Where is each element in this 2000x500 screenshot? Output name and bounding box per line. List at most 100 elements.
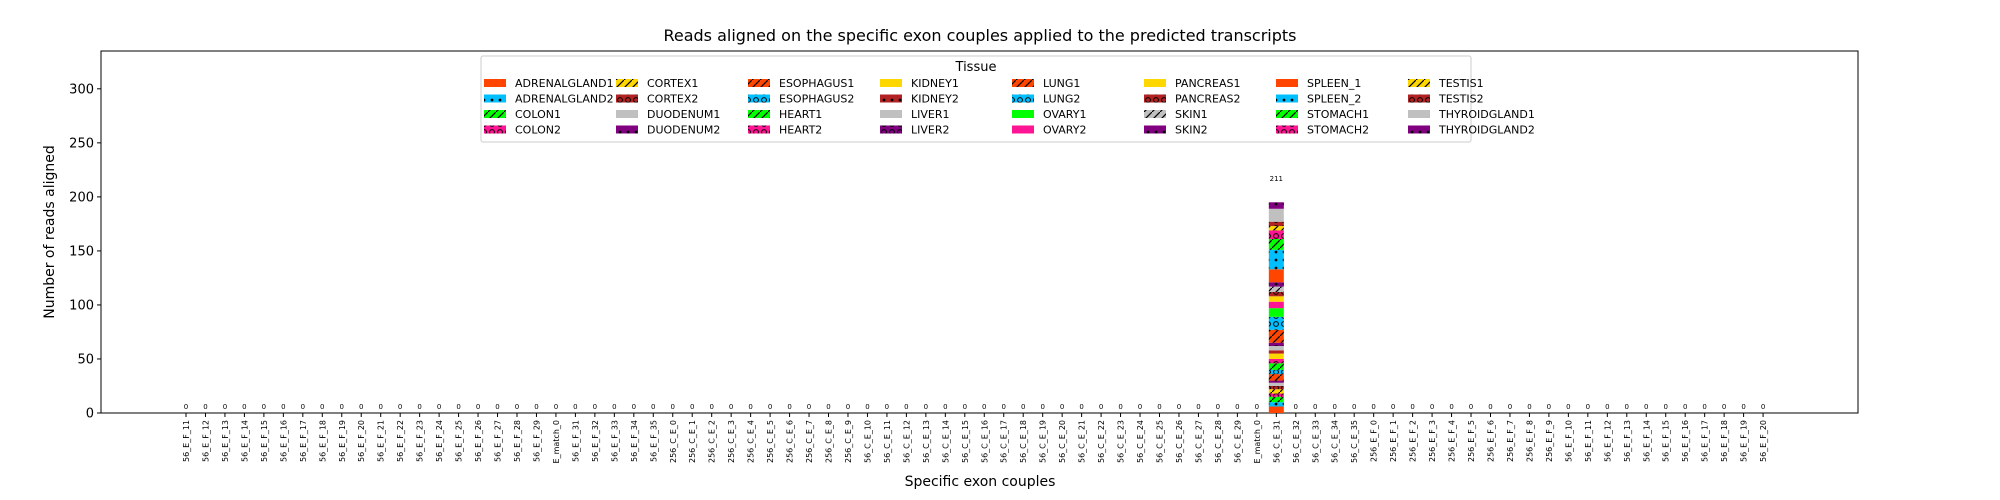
value-label: 0: [787, 403, 791, 411]
x-tick-label: 56_C_E_10: [863, 420, 872, 463]
x-tick-label: 56_C_E_20: [1058, 420, 1067, 463]
value-label: 0: [515, 403, 519, 411]
legend-swatch: [1276, 94, 1298, 103]
x-tick-label: 56_E_F_14: [240, 420, 249, 462]
value-label: 0: [1702, 403, 1706, 411]
value-label: 0: [1060, 403, 1064, 411]
value-label: 0: [1644, 403, 1648, 411]
legend-swatch: [1144, 79, 1166, 87]
value-label: 0: [1099, 403, 1103, 411]
x-tick-label: 56_E_F_19: [1740, 420, 1749, 462]
legend-item: PANCREAS2: [1144, 93, 1240, 106]
value-label: 0: [1625, 403, 1629, 411]
x-tick-label: 56_C_E_33: [1311, 420, 1320, 463]
legend-label: DUODENUM2: [647, 124, 720, 137]
x-tick-label: 56_C_E_27: [1194, 420, 1203, 463]
value-label: 0: [1216, 403, 1220, 411]
legend-swatch: [1276, 125, 1298, 134]
legend-swatch: [1012, 79, 1034, 87]
x-tick-label: 56_E_F_14: [1642, 420, 1651, 462]
bar-segment: [1268, 380, 1284, 383]
x-tick-label: 56_C_E_21: [1078, 420, 1087, 463]
bar-segment: [1268, 226, 1284, 231]
x-tick-label: 56_E_F_23: [416, 420, 425, 462]
x-tick-label: 256_C_E_4: [747, 420, 756, 463]
legend-frame: [480, 55, 1472, 143]
x-tick-label: 56_E_F_12: [201, 420, 210, 462]
x-tick-label: 56_E_F_31: [571, 420, 580, 462]
x-tick-label: 56_C_E_18: [1019, 420, 1028, 463]
legend-swatch: [1144, 125, 1166, 134]
x-tick-label: 256_C_E_1: [688, 420, 697, 463]
x-tick-label: 56_E_F_19: [338, 420, 347, 462]
x-tick-label: 256_E_F_7: [1506, 420, 1515, 462]
value-label: 0: [807, 403, 811, 411]
value-label: 0: [826, 403, 830, 411]
legend-swatch: [616, 94, 638, 103]
bar-segment: [1268, 249, 1284, 270]
bar-segment: [1268, 369, 1284, 375]
value-label: 0: [262, 403, 266, 411]
value-label: 0: [301, 403, 305, 411]
value-label: 0: [690, 403, 694, 411]
legend-item: SKIN2: [1144, 124, 1208, 137]
legend-label: OVARY2: [1043, 124, 1086, 137]
x-tick-label: 56_E_F_32: [591, 420, 600, 462]
x-tick-label: 56_E_F_35: [649, 420, 658, 462]
legend-swatch: [1276, 110, 1298, 118]
x-tick-label: 56_E_F_28: [513, 420, 522, 462]
legend-label: SKIN2: [1175, 124, 1208, 137]
value-label: 0: [1761, 403, 1765, 411]
legend-label: CORTEX1: [647, 77, 698, 90]
bar-segment: [1268, 208, 1284, 222]
value-label: 0: [651, 403, 655, 411]
legend-item: DUODENUM2: [616, 124, 720, 137]
x-tick-label: 256_C_E_9: [844, 420, 853, 463]
value-label: 0: [1294, 403, 1298, 411]
x-tick-label: 56_E_F_20: [1759, 420, 1768, 462]
x-tick-label: 56_E_F_34: [630, 420, 639, 462]
y-tick-label: 50: [77, 352, 94, 367]
y-tick-label: 300: [69, 82, 94, 97]
value-label: 0: [1566, 403, 1570, 411]
x-tick-label: 56_E_F_27: [494, 420, 503, 462]
legend-item: OVARY1: [1012, 108, 1086, 121]
bars: [1268, 202, 1284, 413]
x-tick-label: 56_C_E_16: [980, 420, 989, 463]
value-label: 0: [729, 403, 733, 411]
legend-item: SPLEEN_1: [1276, 77, 1361, 90]
x-tick-label: 256_E_F_1: [1389, 420, 1398, 462]
legend-label: CORTEX2: [647, 93, 698, 106]
x-tick-label: 56_C_E_29: [1233, 420, 1242, 463]
legend-label: ESOPHAGUS2: [779, 93, 854, 106]
value-label: 0: [1332, 403, 1336, 411]
legend-item: STOMACH2: [1276, 124, 1369, 137]
x-tick-label: 56_E_F_20: [357, 420, 366, 462]
legend-swatch: [484, 125, 506, 134]
value-label: 0: [1663, 403, 1667, 411]
legend-item: LUNG1: [1012, 77, 1080, 90]
value-label: 0: [554, 403, 558, 411]
legend-item: CORTEX1: [616, 77, 698, 90]
x-tick-label: 56_C_E_15: [961, 420, 970, 463]
value-label: 0: [1196, 403, 1200, 411]
value-label: 0: [378, 403, 382, 411]
bar-segment: [1268, 296, 1284, 302]
y-axis-label: Number of reads aligned: [42, 145, 58, 319]
value-label: 0: [1040, 403, 1044, 411]
legend-swatch: [484, 79, 506, 87]
legend-label: STOMACH1: [1307, 108, 1369, 121]
bar-segment: [1268, 202, 1284, 209]
legend-item: KIDNEY2: [880, 93, 959, 106]
bar-segment: [1268, 350, 1284, 354]
value-label: 0: [1118, 403, 1122, 411]
legend-label: COLON2: [515, 124, 561, 137]
legend-swatch: [748, 79, 770, 87]
bar-segment: [1268, 291, 1284, 297]
x-tick-label: 56_C_E_12: [902, 420, 911, 463]
legend-label: KIDNEY1: [911, 77, 959, 90]
value-label: 0: [768, 403, 772, 411]
legend-item: THYROIDGLAND1: [1408, 108, 1535, 121]
legend-swatch: [880, 125, 902, 134]
value-label: 0: [1683, 403, 1687, 411]
